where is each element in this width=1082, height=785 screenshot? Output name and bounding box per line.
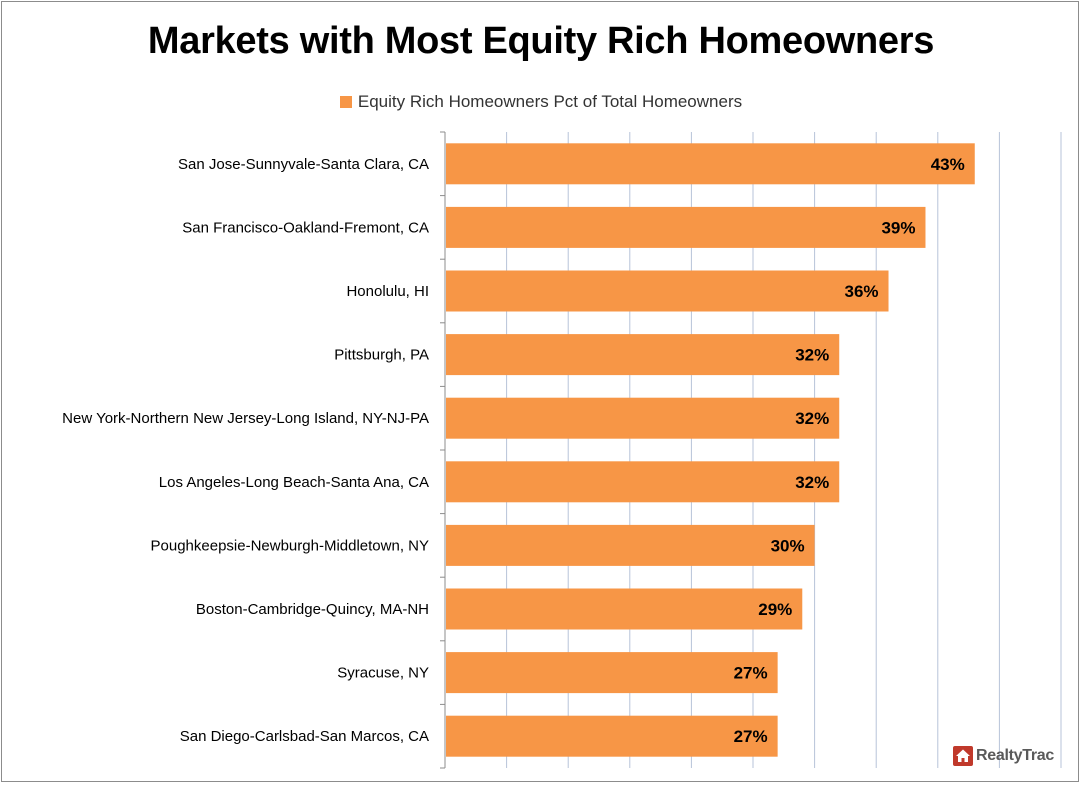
bar: [446, 715, 778, 757]
bar: [446, 461, 840, 503]
data-label: 27%: [734, 727, 768, 746]
legend-label: Equity Rich Homeowners Pct of Total Home…: [357, 92, 743, 111]
data-label: 36%: [844, 282, 878, 301]
bar: [446, 206, 926, 248]
data-label: 27%: [734, 664, 768, 683]
bar: [446, 270, 889, 312]
bar: [446, 524, 815, 566]
data-label: 30%: [771, 536, 805, 555]
legend-swatch: [339, 96, 352, 108]
legend: Equity Rich Homeowners Pct of Total Home…: [2, 92, 1080, 112]
category-label: Pittsburgh, PA: [334, 347, 429, 364]
category-label: San Diego-Carlsbad-San Marcos, CA: [180, 728, 429, 745]
bar: [446, 334, 840, 376]
bar: [446, 143, 975, 185]
category-label: New York-Northern New Jersey-Long Island…: [62, 410, 429, 427]
data-label: 39%: [881, 218, 915, 237]
realtytrac-logo: RealtyTrac: [953, 744, 1054, 768]
category-label: San Jose-Sunnyvale-Santa Clara, CA: [178, 156, 429, 173]
data-label: 29%: [758, 600, 792, 619]
category-label: Syracuse, NY: [337, 665, 429, 682]
data-label: 32%: [795, 346, 829, 365]
data-label: 32%: [795, 409, 829, 428]
category-label: San Francisco-Oakland-Fremont, CA: [182, 219, 429, 236]
bar: [446, 652, 778, 694]
data-label: 32%: [795, 473, 829, 492]
chart-title: Markets with Most Equity Rich Homeowners: [147, 20, 935, 62]
bar: [446, 588, 803, 630]
category-label: Honolulu, HI: [346, 283, 429, 300]
brand-name: RealtyTrac: [976, 747, 1054, 764]
category-label: Los Angeles-Long Beach-Santa Ana, CA: [159, 474, 429, 491]
category-label: Boston-Cambridge-Quincy, MA-NH: [196, 601, 429, 618]
bar: [446, 397, 840, 439]
house-icon: [953, 746, 973, 766]
category-label: Poughkeepsie-Newburgh-Middletown, NY: [151, 537, 429, 554]
data-label: 43%: [931, 155, 965, 174]
